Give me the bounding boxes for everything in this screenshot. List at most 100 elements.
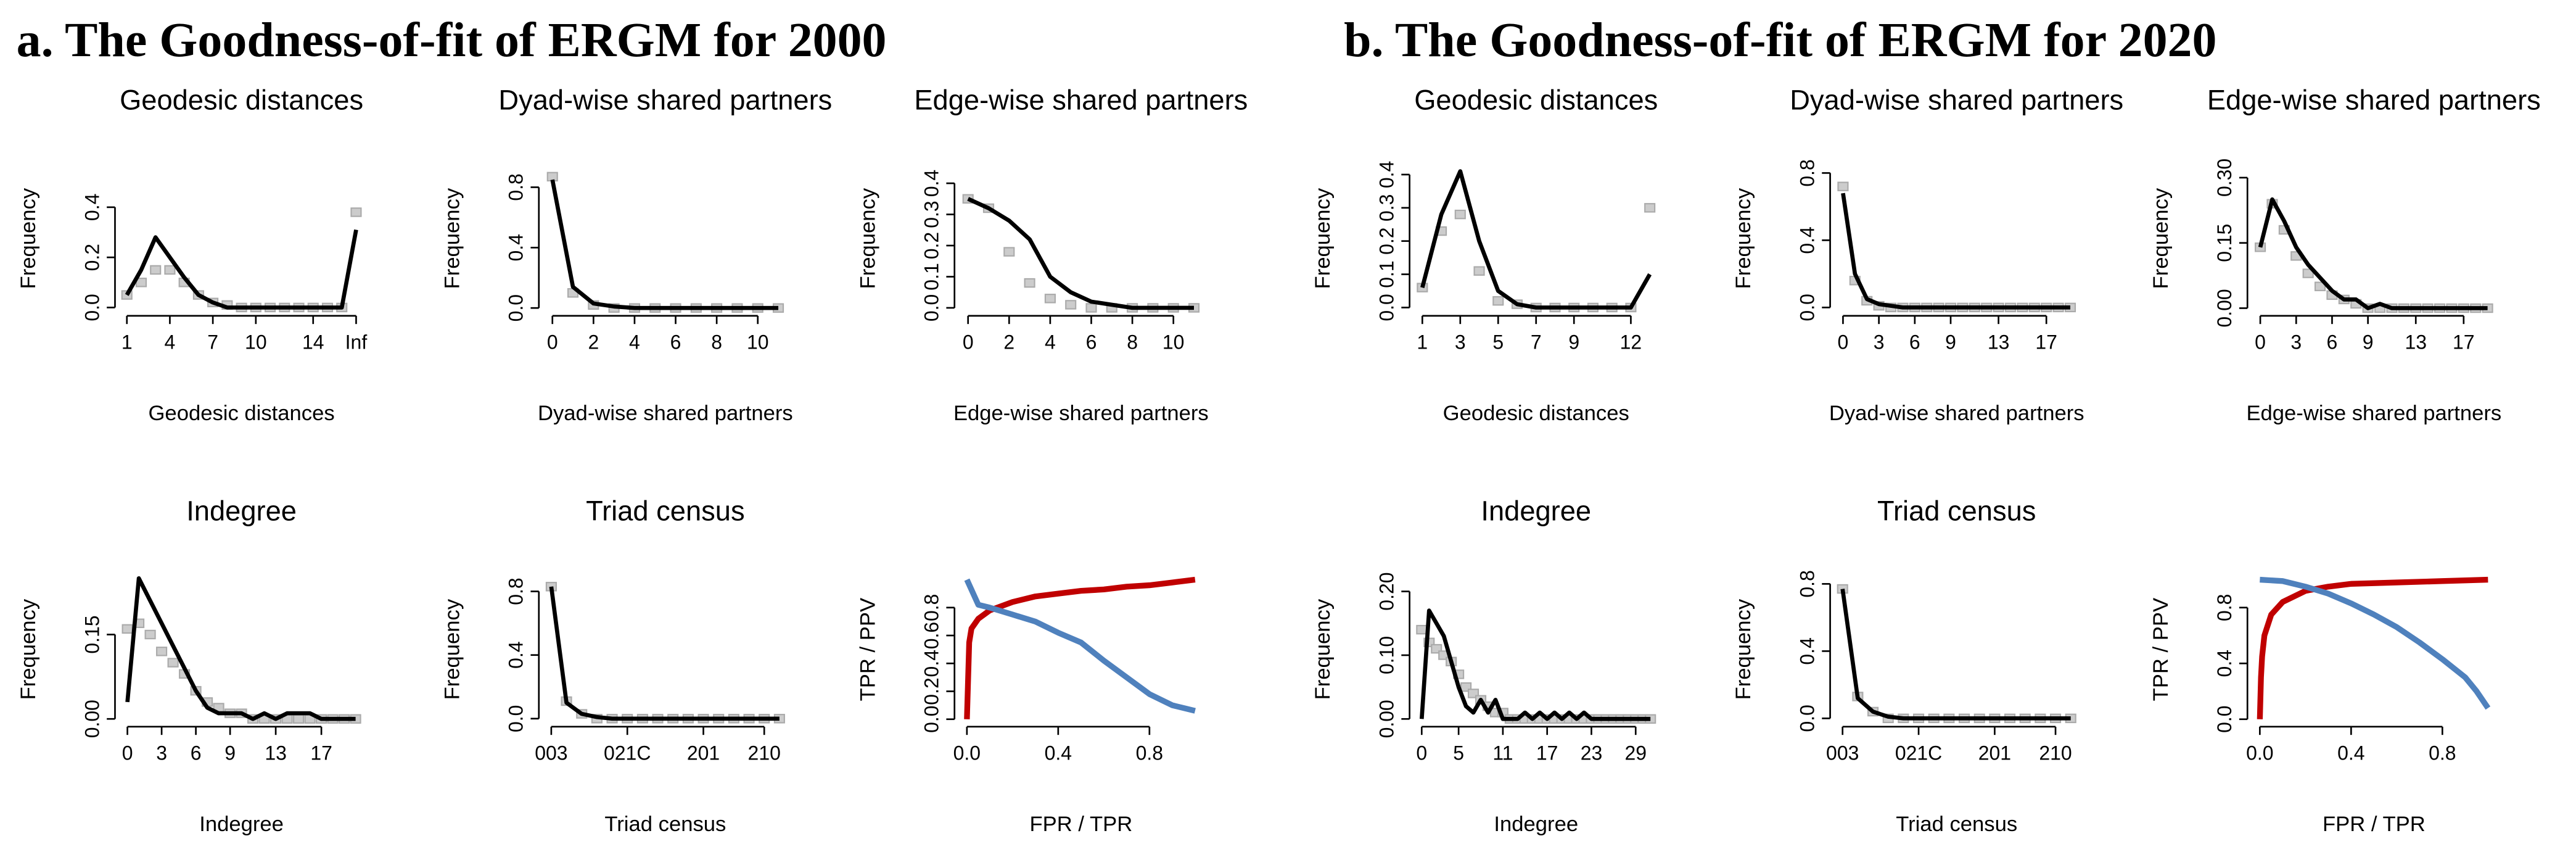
simulated-box <box>164 265 176 275</box>
simulated-box <box>1003 247 1015 257</box>
x-axis-label: Dyad-wise shared partners <box>1829 402 2084 425</box>
simulated-box <box>156 647 168 656</box>
x-tick-label: 0.8 <box>1136 742 1163 764</box>
observed-line <box>964 576 1196 719</box>
x-axis-label: Geodesic distances <box>149 402 335 425</box>
x-tick-label: 3 <box>156 742 167 764</box>
y-tick-label: 0.20 <box>1375 572 1397 610</box>
x-tick-label: 201 <box>687 742 720 764</box>
y-tick-label: 0.4 <box>1375 161 1397 188</box>
simulated-box <box>1044 294 1056 304</box>
y-axis-label: TPR / PPV <box>856 598 879 701</box>
observed-line <box>2257 576 2488 719</box>
panel-title: Indegree <box>186 495 297 527</box>
x-axis-label: Triad census <box>1896 813 2017 836</box>
observed-line <box>2258 197 2488 310</box>
y-tick-label: 0.4 <box>2213 650 2236 677</box>
x-tick-label: 13 <box>265 742 287 764</box>
y-tick-label: 0.8 <box>1796 159 1818 186</box>
x-tick-label: 201 <box>1978 742 2011 764</box>
x-tick-label: 1 <box>121 331 133 354</box>
simulated-box <box>350 207 362 217</box>
y-axis-label: Frequency <box>17 598 40 700</box>
panel-title: Dyad-wise shared partners <box>1790 85 2123 116</box>
x-tick-label: 0 <box>1416 742 1427 764</box>
x-tick-label: 2 <box>588 331 599 354</box>
simulated-box <box>2314 281 2326 291</box>
panel-title: Geodesic distances <box>1414 85 1658 116</box>
simulated-box <box>2302 268 2314 278</box>
x-tick-label: 003 <box>535 742 567 764</box>
x-tick-label: 2 <box>1003 331 1014 354</box>
x-tick-label: 3 <box>1455 331 1466 354</box>
observed-line <box>125 229 358 310</box>
x-tick-label: 0 <box>547 331 558 354</box>
panel-title: Edge-wise shared partners <box>914 85 1248 116</box>
x-tick-label: 003 <box>1826 742 1859 764</box>
simulated-box <box>1454 209 1466 220</box>
x-tick-label: 4 <box>165 331 176 354</box>
observed-line <box>1840 589 2071 721</box>
x-tick-label: 17 <box>310 742 332 764</box>
y-tick-label: 0.8 <box>505 173 527 201</box>
y-axis-label: Frequency <box>440 188 464 289</box>
x-axis-label: Indegree <box>1494 813 1578 836</box>
x-tick-label: 3 <box>2290 331 2302 354</box>
y-tick-label: 0.8 <box>505 577 527 605</box>
x-tick-label: 0 <box>2255 331 2266 354</box>
panel-title: Triad census <box>586 495 744 527</box>
simulated-box <box>1416 624 1428 635</box>
y-tick-label: 0.2 <box>1375 227 1397 254</box>
x-tick-label: 17 <box>1536 742 1558 764</box>
y-tick-label: 0.4 <box>81 194 103 221</box>
simulated-box <box>150 265 162 275</box>
simulated-box <box>1837 181 1849 191</box>
y-tick-label: 0.3 <box>921 201 943 228</box>
x-tick-label: 0 <box>1838 331 1849 354</box>
x-tick-label: 210 <box>2039 742 2072 764</box>
panel-title: Edge-wise shared partners <box>2207 85 2541 116</box>
observed-line <box>1420 169 1652 310</box>
simulated-box <box>293 714 305 724</box>
y-tick-label: 0.15 <box>2213 224 2236 262</box>
x-tick-label: 9 <box>1945 331 1956 354</box>
x-tick-label: 8 <box>711 331 722 354</box>
x-tick-label: 10 <box>245 331 267 354</box>
simulated-box <box>1024 278 1035 288</box>
x-tick-label: 0 <box>963 331 974 354</box>
y-axis-label: Frequency <box>2149 188 2173 289</box>
y-tick-label: 0.1 <box>921 263 943 290</box>
x-tick-label: 0.0 <box>2246 742 2273 764</box>
simulated-box <box>1473 266 1485 276</box>
x-axis-label: Geodesic distances <box>1443 402 1629 425</box>
y-axis-label: Frequency <box>1311 598 1335 700</box>
x-tick-label: 210 <box>748 742 781 764</box>
y-tick-label: 0.10 <box>1375 636 1397 674</box>
x-tick-label: 6 <box>1086 331 1097 354</box>
observed-line <box>549 586 780 721</box>
x-tick-label: 6 <box>1909 331 1920 354</box>
x-tick-label: 29 <box>1624 742 1647 764</box>
y-tick-label: 0.00 <box>1375 700 1397 738</box>
simulated-box <box>1085 303 1097 313</box>
x-tick-label: 5 <box>1453 742 1464 764</box>
y-tick-label: 0.0 <box>921 706 943 733</box>
x-axis-label: Edge-wise shared partners <box>953 402 1209 425</box>
y-axis-label: Frequency <box>440 598 464 700</box>
y-tick-label: 0.0 <box>505 294 527 321</box>
x-axis-label: Triad census <box>604 813 726 836</box>
panel-title: Geodesic distances <box>120 85 363 116</box>
x-tick-label: 021C <box>1895 742 1942 764</box>
x-tick-label: 9 <box>1568 331 1579 354</box>
observed-line <box>964 578 1196 714</box>
observed-line <box>125 576 356 721</box>
heading: a. The Goodness-of-fit of ERGM for 2000 <box>17 13 887 67</box>
x-tick-label: 23 <box>1581 742 1603 764</box>
x-axis-label: FPR / TPR <box>1029 813 1132 836</box>
y-tick-label: 0.0 <box>505 705 527 732</box>
x-tick-label: 7 <box>1531 331 1542 354</box>
x-tick-label: 13 <box>2405 331 2427 354</box>
y-tick-label: 0.15 <box>81 615 103 653</box>
